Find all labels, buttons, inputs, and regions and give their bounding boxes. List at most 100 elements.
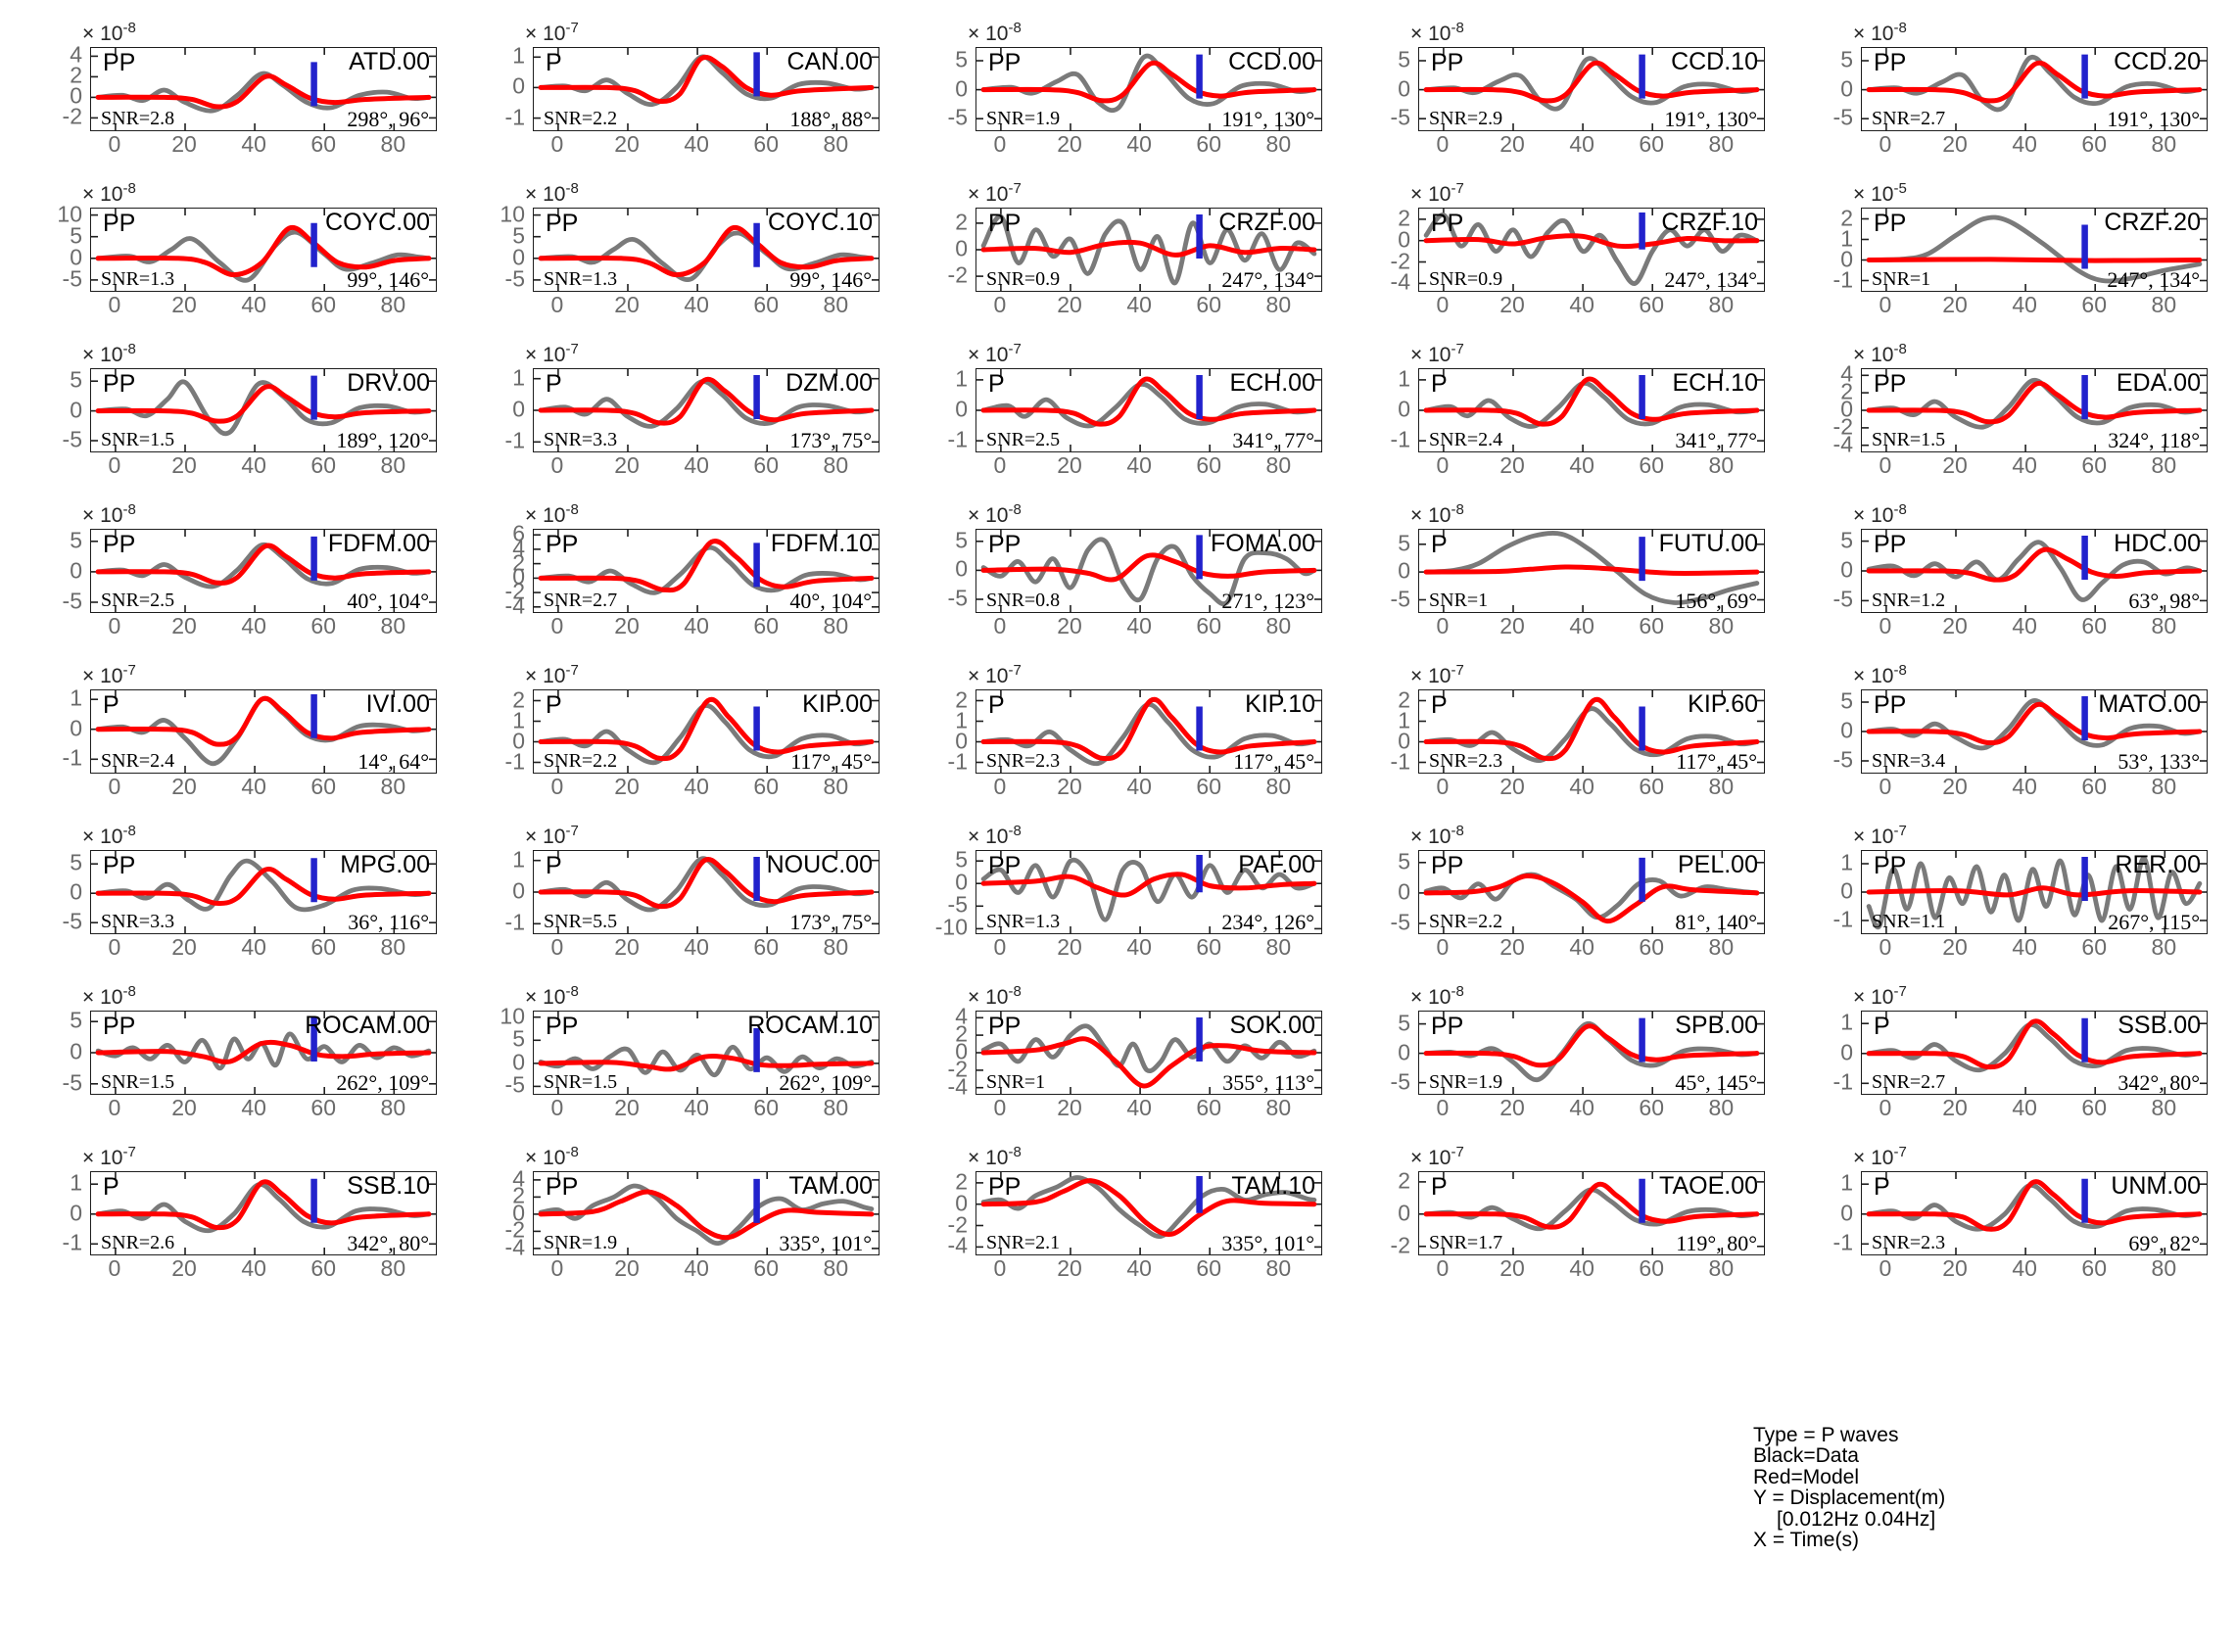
- station-label: DRV.00: [347, 369, 430, 397]
- snr-label: SNR=2.7: [544, 590, 618, 611]
- y-tick-label: 5: [512, 222, 525, 249]
- x-tick-label: 60: [2081, 934, 2108, 960]
- station-label: FDFM.00: [327, 530, 430, 557]
- y-tick-label: 2: [1840, 378, 1853, 404]
- y-tick-label: 1: [1840, 1169, 1853, 1196]
- model-waveform: [980, 1036, 1317, 1089]
- x-tick-label: 40: [1569, 774, 1594, 799]
- x-tick-label: 20: [1057, 1255, 1082, 1281]
- y-tick-label: -1: [947, 748, 968, 774]
- y-scale-exponent: × 10-7: [525, 341, 579, 367]
- waveform-plot: [976, 851, 1321, 933]
- x-tick-label: 40: [684, 1255, 709, 1281]
- snr-label: SNR=2.7: [1872, 108, 1946, 129]
- x-tick-label: 40: [1569, 1255, 1594, 1281]
- y-tick-label: -2: [947, 261, 968, 288]
- scale-prefix: × 10: [968, 826, 1009, 848]
- y-tick-label: 1: [512, 364, 525, 391]
- scale-prefix: × 10: [968, 23, 1009, 45]
- scale-prefix: × 10: [1410, 665, 1451, 687]
- subplot-FOMA.00: × 10-8 5 0 -5 0 20 40 60 80 PP FOMA.00 SNR=0.8 271°,…: [915, 501, 1357, 662]
- x-tick-label: 60: [2081, 613, 2108, 638]
- waveform-plot: [1419, 530, 1764, 612]
- x-tick-label: 80: [1708, 1095, 1735, 1120]
- azimuth-distance-label: 156°, 69°: [1675, 589, 1757, 613]
- y-tick-label: -1: [62, 1229, 82, 1255]
- x-tick-label: 20: [1942, 292, 1968, 317]
- x-tick-label: 40: [684, 934, 709, 960]
- azimuth-distance-label: 45°, 145°: [1675, 1070, 1757, 1095]
- snr-label: SNR=1.2: [1872, 590, 1946, 611]
- plot-box: P SSB.00 SNR=2.7 342°, 80°: [1861, 1011, 2208, 1095]
- subplot-HDC.00: × 10-8 5 0 -5 0 20 40 60 80 PP HDC.00 SNR=1.2 63°, 9…: [1800, 501, 2236, 662]
- y-tick-label: 0: [512, 1049, 525, 1075]
- x-tick-label: 0: [1436, 1095, 1450, 1120]
- scale-prefix: × 10: [1853, 183, 1894, 206]
- x-tick-label: 0: [1436, 452, 1450, 478]
- waveform-plot: [534, 1172, 879, 1254]
- scale-prefix: × 10: [1410, 826, 1451, 848]
- plot-box: PP COYC.10 SNR=1.3 99°, 146°: [533, 208, 880, 292]
- x-tick-label: 60: [1196, 1095, 1222, 1120]
- waveform-plot: [1419, 1172, 1764, 1254]
- plot-box: P ECH.10 SNR=2.4 341°, 77°: [1418, 368, 1765, 452]
- plot-box: PP PAF.00 SNR=1.3 234°, 126°: [975, 850, 1322, 934]
- x-tick-label: 20: [1942, 613, 1968, 638]
- x-tick-label: 60: [753, 1095, 780, 1120]
- plot-box: PP CRZF.20 SNR=1 247°, 134°: [1861, 208, 2208, 292]
- x-tick-label: 40: [2012, 131, 2037, 157]
- x-tick-label: 60: [310, 131, 337, 157]
- waveform-plot: [534, 1012, 879, 1094]
- model-waveform: [1866, 885, 2203, 898]
- azimuth-distance-label: 247°, 134°: [2107, 267, 2200, 292]
- x-tick-label: 80: [2151, 452, 2177, 478]
- subplot-EDA.00: × 10-8 4 2 0 -2 -4 0 20 40 60 80 PP EDA.00 SNR=1.5 324…: [1800, 341, 2236, 501]
- snr-label: SNR=2.4: [101, 750, 175, 772]
- phase-label: PP: [988, 852, 1022, 879]
- y-tick-label: 1: [1840, 1009, 1853, 1035]
- phase-label: P: [988, 691, 1005, 719]
- x-tick-label: 60: [753, 613, 780, 638]
- y-tick-label: 0: [70, 1038, 82, 1064]
- snr-label: SNR=1.3: [986, 911, 1061, 932]
- station-label: COYC.00: [325, 209, 430, 236]
- station-label: CCD.20: [2114, 48, 2201, 75]
- snr-label: SNR=2.5: [101, 590, 175, 611]
- phase-label: P: [103, 1173, 119, 1201]
- scale-exponent-value: -8: [122, 20, 136, 36]
- data-waveform: [1866, 540, 2203, 602]
- x-tick-label: 0: [1879, 292, 1892, 317]
- phase-label: PP: [546, 1013, 579, 1040]
- x-tick-label: 40: [1126, 934, 1152, 960]
- x-tick-label: 40: [1569, 292, 1594, 317]
- x-tick-label: 40: [241, 934, 266, 960]
- scale-exponent-value: -8: [1008, 20, 1022, 36]
- y-tick-label: 0: [1840, 396, 1853, 422]
- x-tick-label: 60: [1196, 1255, 1222, 1281]
- x-tick-label: 20: [1499, 292, 1525, 317]
- x-tick-label: 20: [1942, 1095, 1968, 1120]
- x-tick-label: 60: [1196, 452, 1222, 478]
- x-tick-label: 60: [1639, 613, 1665, 638]
- x-tick-label: 60: [1196, 934, 1222, 960]
- scale-prefix: × 10: [82, 826, 123, 848]
- y-scale-exponent: × 10-8: [82, 983, 136, 1010]
- subplot-CAN.00: × 10-7 1 0 -1 0 20 40 60 80 P CAN.00 SNR=2.2 188°, 8…: [472, 20, 915, 180]
- model-waveform: [95, 73, 432, 110]
- waveform-plot: [1419, 851, 1764, 933]
- waveform-plot: [976, 1172, 1321, 1254]
- azimuth-distance-label: 36°, 116°: [348, 910, 429, 934]
- azimuth-distance-label: 342°, 80°: [2117, 1070, 2200, 1095]
- x-tick-label: 60: [1639, 1255, 1665, 1281]
- y-scale-exponent: × 10-8: [1410, 501, 1464, 528]
- subplot-FDFM.00: × 10-8 5 0 -5 0 20 40 60 80 PP FDFM.00 SNR=2.5 40°, …: [29, 501, 472, 662]
- y-tick-label: 1: [512, 42, 525, 69]
- scale-exponent-value: -5: [1893, 180, 1907, 197]
- y-tick-label: 0: [1840, 246, 1853, 271]
- subplot-ECH.10: × 10-7 1 0 -1 0 20 40 60 80 P ECH.10 SNR=2.4 341°, 7…: [1357, 341, 1800, 501]
- y-tick-label: 2: [955, 686, 968, 712]
- azimuth-distance-label: 53°, 133°: [2117, 749, 2200, 774]
- model-waveform: [538, 224, 875, 278]
- x-tick-label: 60: [753, 934, 780, 960]
- station-label: SOK.00: [1229, 1012, 1315, 1039]
